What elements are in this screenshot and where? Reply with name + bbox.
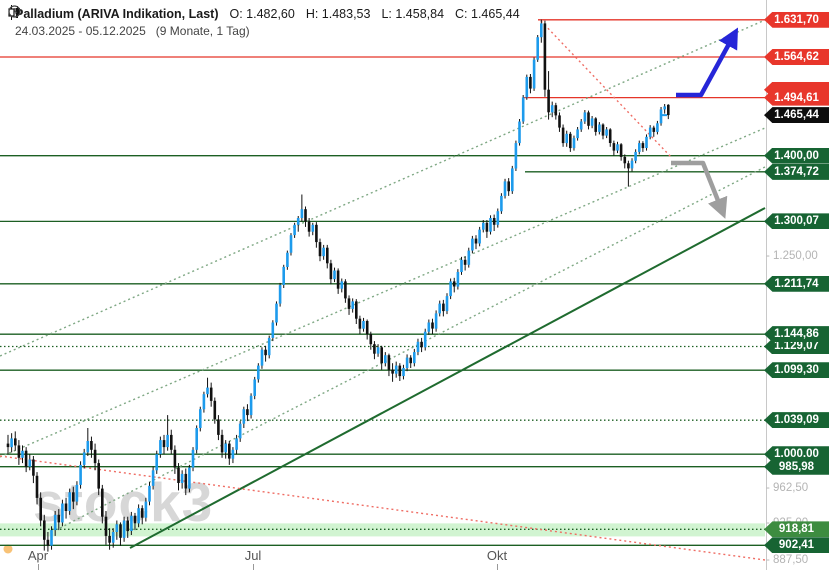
range-duration: (9 Monate, 1 Tag) bbox=[155, 23, 250, 38]
uptrend-solid[interactable] bbox=[129, 207, 766, 549]
price-tag-1.400,00[interactable]: 1.400,00 bbox=[764, 147, 829, 164]
price-tag-1.039,09[interactable]: 1.039,09 bbox=[764, 412, 829, 429]
x-label-Okt: Okt bbox=[486, 548, 508, 563]
price-tag-1.465,44: 1.465,44 bbox=[764, 107, 829, 124]
last-close-marker bbox=[661, 114, 667, 117]
ohlc-open: O: 1.482,60 bbox=[229, 6, 295, 21]
price-tag-1.374,72[interactable]: 1.374,72 bbox=[764, 163, 829, 180]
x-tick-Jul bbox=[253, 564, 254, 570]
price-tag-918,81[interactable]: 918,81 bbox=[764, 521, 829, 538]
price-tag-902,41[interactable]: 902,41 bbox=[764, 537, 829, 554]
price-tag-1.099,30[interactable]: 1.099,30 bbox=[764, 362, 829, 379]
price-tag-1.300,07[interactable]: 1.300,07 bbox=[764, 213, 829, 230]
price-tag-1.564,62[interactable]: 1.564,62 bbox=[764, 49, 829, 66]
horizontal-level-lines[interactable] bbox=[0, 19, 765, 546]
ohlc-high: H: 1.483,53 bbox=[305, 6, 371, 21]
price-tag-1.129,07[interactable]: 1.129,07 bbox=[764, 338, 829, 355]
x-tick-Apr bbox=[38, 564, 39, 570]
axis-tick-962,50: - 962,50 bbox=[766, 482, 809, 495]
trend-lines[interactable] bbox=[0, 19, 766, 561]
bearish-projection-arrow[interactable] bbox=[671, 160, 728, 219]
downtrend-dotted-long[interactable] bbox=[0, 455, 766, 561]
ohlc-low: L: 1.458,84 bbox=[381, 6, 445, 21]
price-tag-1.000.00[interactable]: 1.000.00 bbox=[764, 446, 829, 463]
date-range: 24.03.2025 - 05.12.2025 bbox=[15, 23, 146, 38]
watermark-dot bbox=[3, 544, 13, 554]
price-tag-1.144,86[interactable]: 1.144,86 bbox=[764, 326, 829, 343]
axis-tick-1.250,00: - 1.250,00 bbox=[766, 250, 818, 263]
candlestick-series[interactable] bbox=[6, 19, 670, 552]
price-tag-985,98[interactable]: 985,98 bbox=[764, 458, 829, 475]
x-label-Apr: Apr bbox=[27, 548, 49, 563]
downtrend-dotted-peak[interactable] bbox=[540, 20, 673, 159]
ohlc-close: C: 1.465,44 bbox=[455, 6, 520, 21]
x-label-Jul: Jul bbox=[244, 548, 262, 563]
axis-tick-887,50: - 887,50 bbox=[766, 554, 809, 567]
price-tag-1.211,74[interactable]: 1.211,74 bbox=[764, 275, 829, 292]
channel-dotted-upper[interactable] bbox=[0, 19, 766, 357]
bullish-projection-arrow[interactable] bbox=[676, 27, 739, 98]
price-tag-1.494,61[interactable]: 1.494,61 bbox=[764, 89, 829, 106]
channel-dotted-mid[interactable] bbox=[0, 127, 766, 458]
x-tick-Okt bbox=[497, 564, 498, 570]
support-zone-band[interactable] bbox=[0, 523, 765, 537]
chart-header: Palladium (ARIVA Indikation, Last) O: 1.… bbox=[8, 5, 520, 39]
instrument-title: Palladium (ARIVA Indikation, Last) bbox=[15, 6, 219, 21]
price-tag-1.631,70[interactable]: 1.631,70 bbox=[764, 11, 829, 28]
uptrend-dotted-lower[interactable] bbox=[59, 166, 766, 529]
